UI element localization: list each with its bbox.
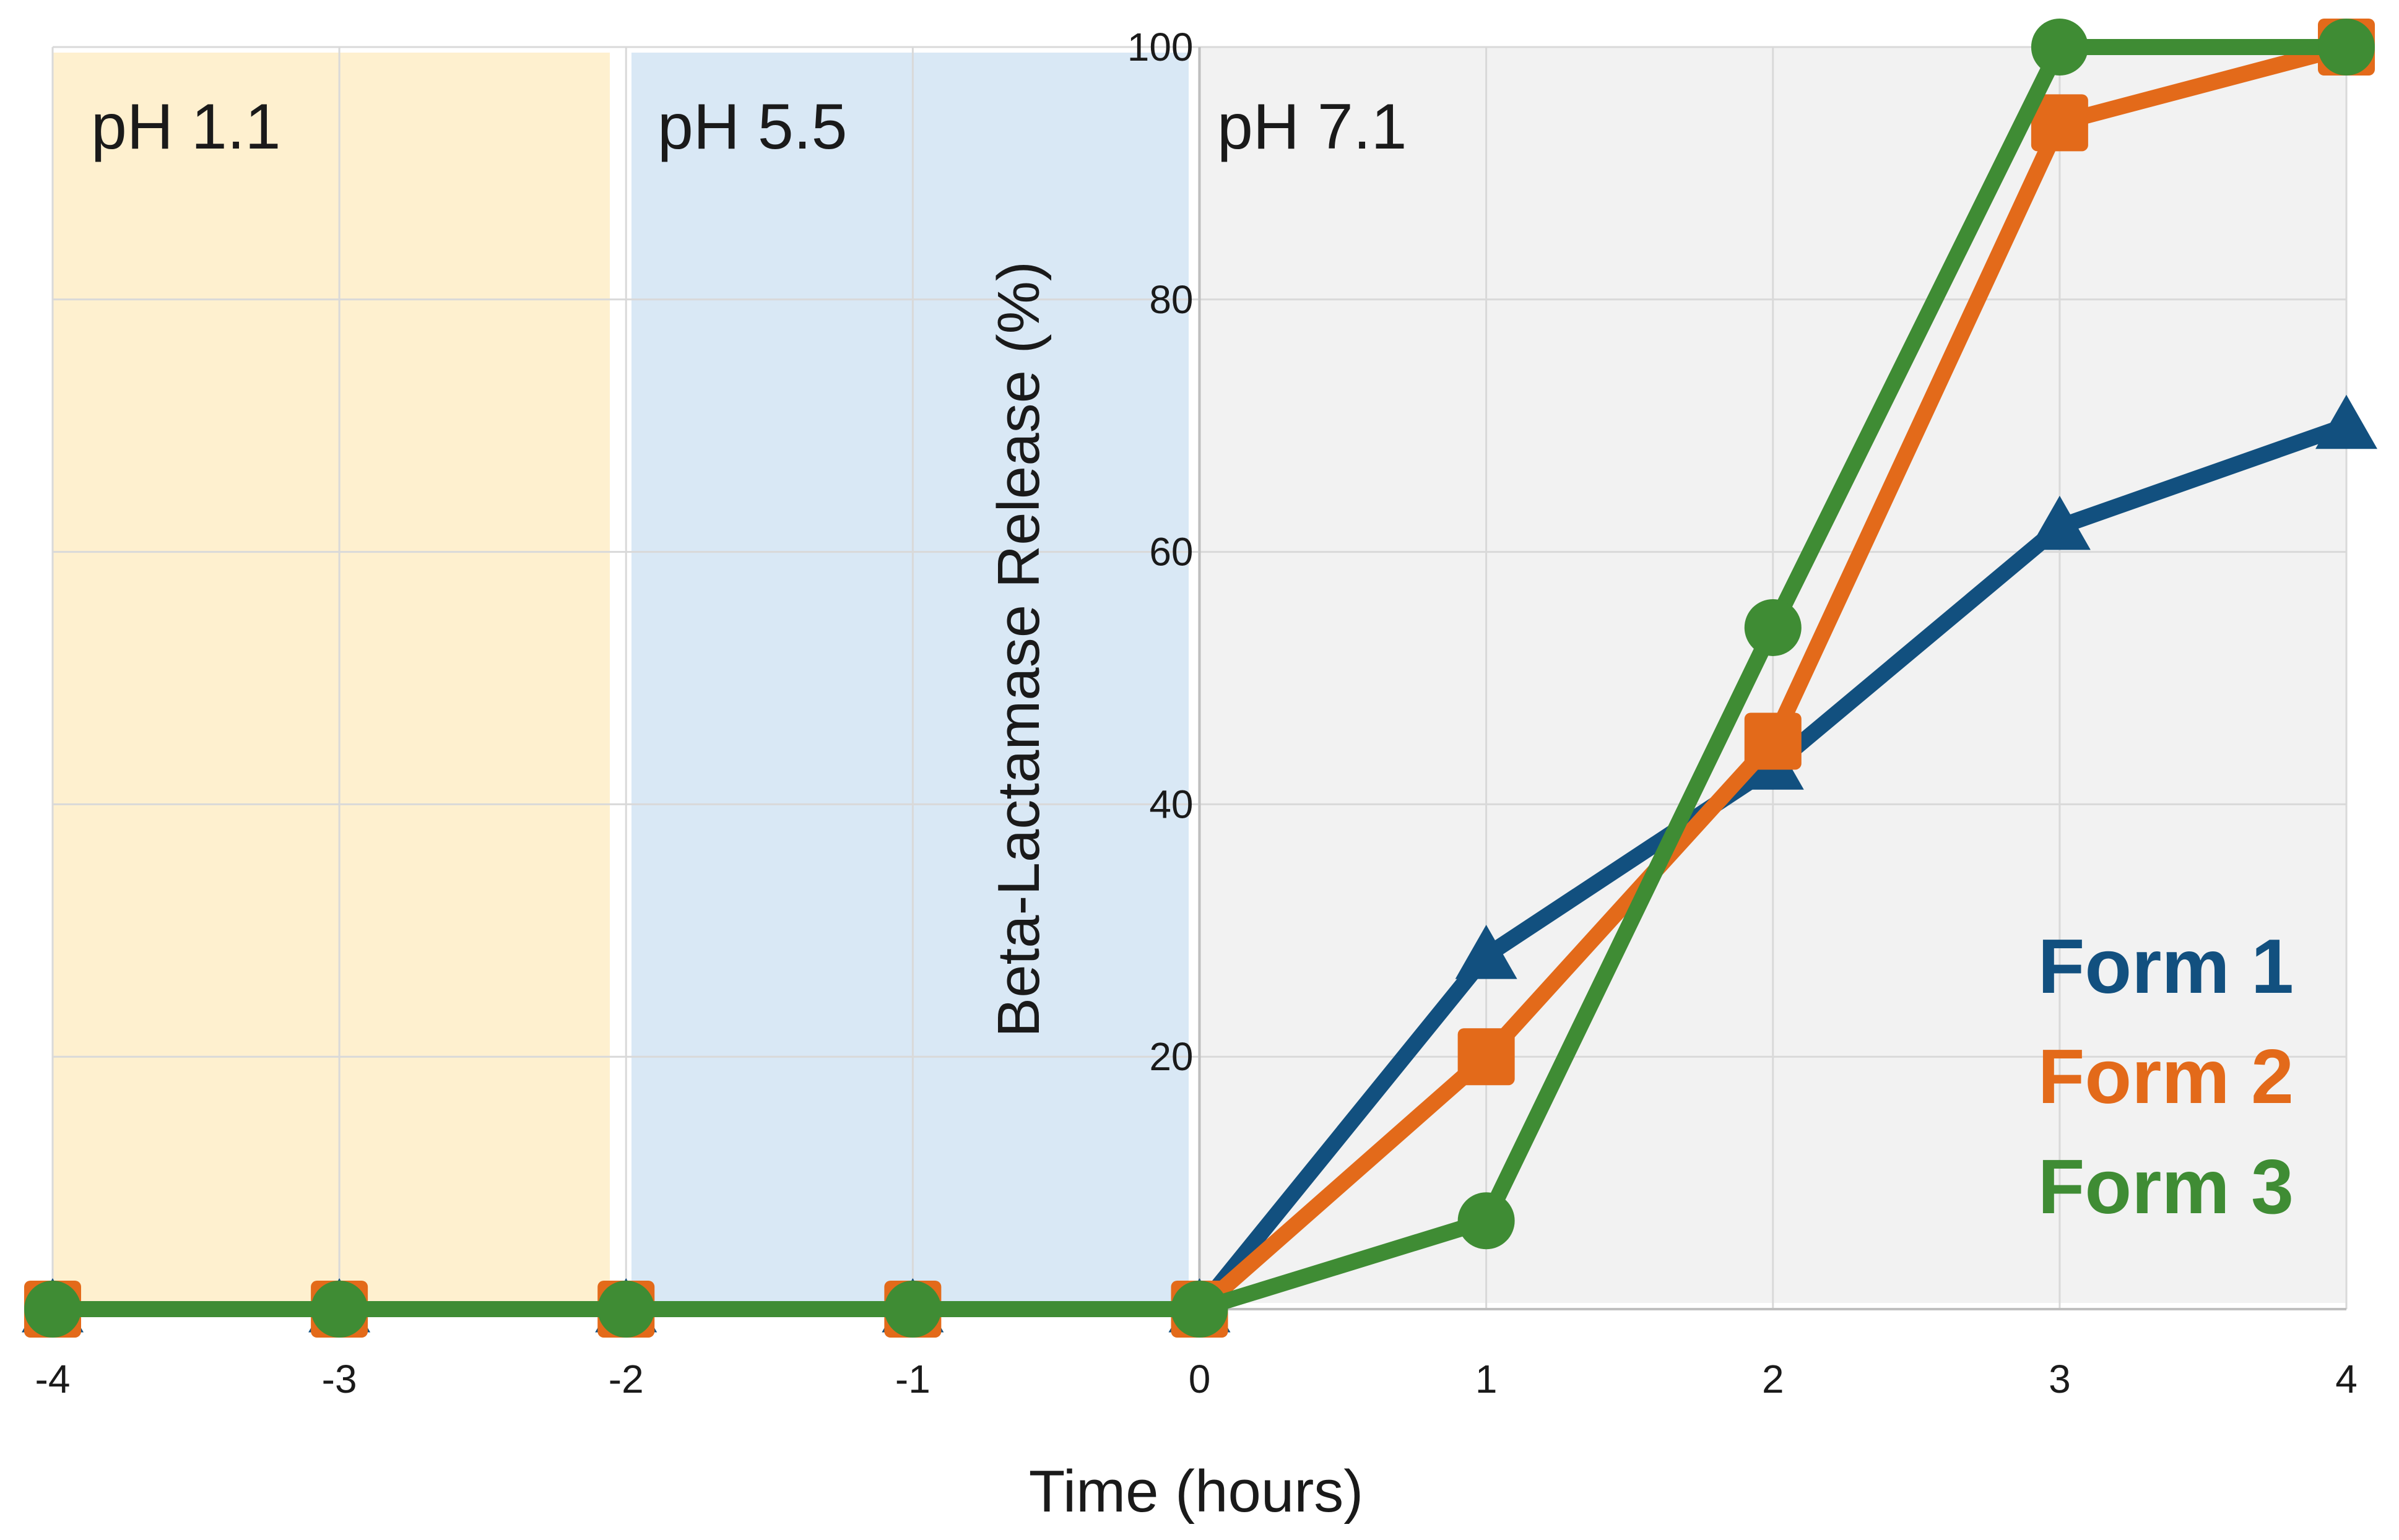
data-point-form-3 <box>311 1281 368 1338</box>
legend-entry-form-1: Form 1 <box>2038 924 2294 1010</box>
x-tick-label: -2 <box>609 1357 644 1401</box>
y-tick-label: 40 <box>1149 782 1193 826</box>
y-tick-label: 80 <box>1149 277 1193 322</box>
region-ph-5-5 <box>631 53 1189 1309</box>
x-tick-label: 2 <box>1762 1357 1784 1401</box>
legend-entry-form-2: Form 2 <box>2038 1034 2294 1120</box>
y-tick-label: 20 <box>1149 1034 1193 1079</box>
region-label-ph-7-1: pH 7.1 <box>1217 91 1407 163</box>
x-axis-title: Time (hours) <box>1029 1458 1364 1525</box>
data-point-form-2 <box>1457 1028 1515 1086</box>
data-point-form-1 <box>2028 495 2091 550</box>
ph-regions <box>53 47 2346 1309</box>
data-point-form-2 <box>2031 94 2088 152</box>
region-label-ph-1-1: pH 1.1 <box>91 91 280 163</box>
y-tick-label: 60 <box>1149 530 1193 574</box>
series <box>22 19 2377 1338</box>
data-point-form-3 <box>2318 19 2375 76</box>
data-point-form-3 <box>2031 19 2088 76</box>
data-point-form-2 <box>1744 712 1802 770</box>
data-point-form-3 <box>1744 599 1802 656</box>
data-point-form-1 <box>2315 394 2377 449</box>
labels: Time (hours) Beta-Lactamase Release (%) … <box>91 91 1407 1525</box>
data-point-form-3 <box>1457 1192 1515 1250</box>
data-point-form-3 <box>597 1281 655 1338</box>
axes: -4-3-2-101234020406080100 <box>35 25 2358 1401</box>
data-point-form-3 <box>884 1281 942 1338</box>
x-tick-label: 0 <box>1189 1357 1211 1401</box>
region-ph-1-1 <box>53 53 610 1309</box>
series-form-3 <box>24 19 2375 1338</box>
x-tick-label: -1 <box>895 1357 931 1401</box>
x-tick-label: -4 <box>35 1357 71 1401</box>
region-label-ph-5-5: pH 5.5 <box>657 91 847 163</box>
y-tick-label: 100 <box>1127 25 1194 69</box>
x-tick-label: 1 <box>1475 1357 1498 1401</box>
x-tick-label: 4 <box>2335 1357 2358 1401</box>
data-point-form-3 <box>24 1281 81 1338</box>
y-axis-title: Beta-Lactamase Release (%) <box>986 261 1052 1037</box>
legend: Form 1 Form 2 Form 3 <box>2038 924 2294 1230</box>
x-tick-label: 3 <box>2049 1357 2071 1401</box>
x-tick-label: -3 <box>322 1357 357 1401</box>
data-point-form-3 <box>1171 1281 1228 1338</box>
data-point-form-1 <box>1455 925 1517 979</box>
legend-entry-form-3: Form 3 <box>2038 1144 2294 1230</box>
